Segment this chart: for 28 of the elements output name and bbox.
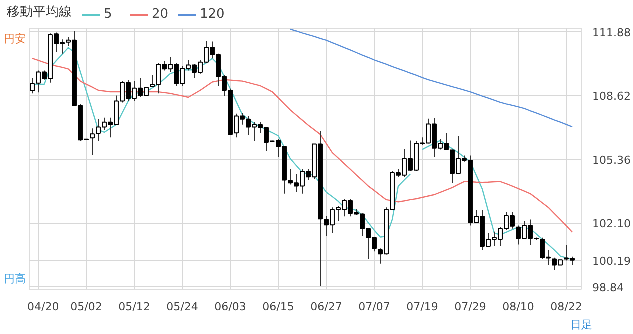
x-tick-label: 07/19 — [406, 300, 438, 314]
x-tick-label: 06/27 — [310, 300, 342, 314]
y-tick-label: 98.84 — [592, 281, 624, 294]
y-tick-label: 108.62 — [592, 90, 631, 104]
x-tick-label: 07/07 — [358, 300, 390, 314]
y-tick-label: 100.19 — [592, 254, 631, 268]
x-tick-label: 08/10 — [502, 300, 534, 314]
legend-label: 20 — [152, 7, 170, 22]
line-series — [290, 28, 574, 128]
x-tick-label: 05/24 — [166, 300, 198, 314]
text: 日足 — [570, 318, 592, 332]
x-tick-label: 05/12 — [118, 300, 150, 314]
x-tick-label: 07/29 — [454, 300, 486, 314]
text: 円安 — [4, 32, 26, 46]
legend-label: 5 — [104, 7, 114, 22]
x-tick-label: 05/02 — [70, 300, 102, 314]
candlestick — [90, 128, 95, 156]
y-tick-label: 111.88 — [592, 26, 631, 40]
legend-label: 120 — [200, 7, 225, 22]
line-series — [32, 58, 574, 234]
y-tick-label: 105.36 — [592, 154, 631, 167]
x-tick-label: 06/15 — [262, 300, 294, 314]
x-tick-label: 04/20 — [28, 300, 60, 314]
x-tick-label: 08/22 — [550, 300, 582, 314]
legend-title: 移動平均線 — [6, 5, 72, 20]
x-tick-label: 06/03 — [214, 300, 246, 314]
y-tick-label: 102.10 — [592, 218, 631, 231]
text: 円高 — [4, 272, 26, 286]
